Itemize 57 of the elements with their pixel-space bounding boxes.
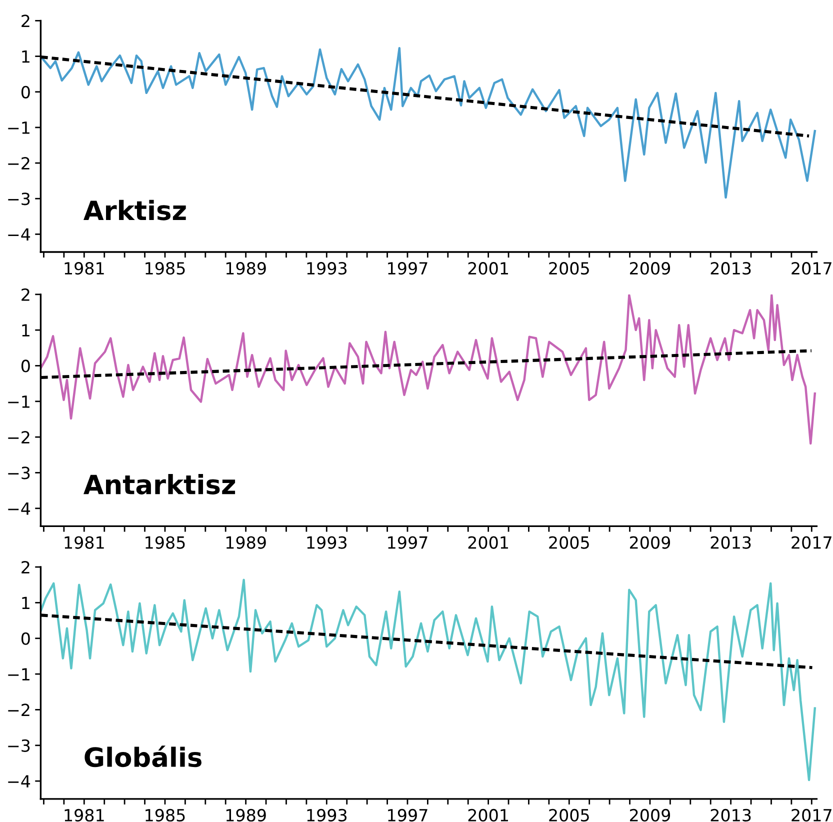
y-tick-label: −1 bbox=[8, 668, 30, 680]
y-tick-label: 1 bbox=[22, 596, 30, 610]
x-tick-label: 2001 bbox=[468, 536, 508, 549]
x-tick-label: 1981 bbox=[64, 808, 104, 822]
x-tick-label: 2005 bbox=[549, 808, 589, 822]
y-tick-label: −4 bbox=[8, 775, 30, 788]
x-tick-label: 1985 bbox=[146, 808, 185, 822]
x-tick-label: 2009 bbox=[630, 536, 670, 549]
y-tick-label: −2 bbox=[8, 157, 30, 170]
x-tick-label: 1981 bbox=[64, 262, 104, 275]
x-tick-label: 2009 bbox=[630, 262, 670, 275]
y-tick-label: −2 bbox=[8, 431, 30, 444]
y-tick-label: −2 bbox=[8, 704, 30, 716]
x-tick-label: 1985 bbox=[146, 536, 185, 549]
y-tick-label: −3 bbox=[8, 739, 30, 752]
x-tick-label: 1989 bbox=[226, 536, 266, 549]
y-tick-label: −4 bbox=[8, 228, 30, 241]
x-tick-label: 2001 bbox=[468, 262, 508, 275]
y-tick-label: 1 bbox=[22, 50, 30, 63]
x-tick-label: 1993 bbox=[307, 262, 347, 275]
x-tick-label: 2009 bbox=[630, 808, 670, 822]
line-series bbox=[40, 578, 816, 782]
y-tick-label: 2 bbox=[22, 560, 30, 574]
y-tick-label: 2 bbox=[22, 288, 30, 301]
x-tick-label: 2013 bbox=[710, 536, 751, 549]
y-tick-label: 2 bbox=[22, 14, 30, 28]
x-tick-label: 1989 bbox=[226, 262, 266, 275]
line-series bbox=[40, 294, 816, 445]
x-tick-label: 1985 bbox=[146, 262, 185, 275]
x-tick-label: 1997 bbox=[388, 536, 428, 549]
x-tick-label: 1997 bbox=[388, 262, 428, 275]
y-tick-label: −3 bbox=[8, 192, 30, 206]
y-tick-label: 0 bbox=[21, 360, 30, 372]
x-tick-label: 1981 bbox=[64, 536, 104, 549]
annotation: Arktisz bbox=[84, 200, 186, 220]
annotation: Antarktisz bbox=[84, 474, 236, 494]
annotation: Globális bbox=[84, 746, 202, 768]
y-tick-label: 1 bbox=[22, 324, 30, 336]
x-tick-label: 2013 bbox=[710, 808, 751, 822]
x-tick-label: 2013 bbox=[710, 262, 751, 275]
x-tick-label: 2005 bbox=[549, 536, 589, 549]
y-tick-label: 0 bbox=[21, 86, 30, 98]
x-tick-label: 1993 bbox=[307, 536, 347, 549]
x-tick-label: 1997 bbox=[388, 808, 428, 822]
x-tick-label: 2017 bbox=[792, 536, 832, 549]
x-tick-label: 1993 bbox=[307, 808, 347, 822]
y-tick-label: −1 bbox=[8, 122, 30, 134]
x-tick-label: 1989 bbox=[226, 808, 266, 822]
y-tick-label: −3 bbox=[8, 466, 30, 480]
x-tick-label: 2001 bbox=[468, 808, 508, 822]
x-tick-label: 2017 bbox=[792, 262, 832, 275]
y-tick-label: −4 bbox=[8, 502, 30, 515]
line-series bbox=[40, 46, 816, 199]
y-tick-label: 0 bbox=[21, 632, 30, 645]
x-tick-label: 2017 bbox=[792, 808, 832, 822]
x-tick-label: 2005 bbox=[549, 262, 589, 275]
y-tick-label: −1 bbox=[8, 396, 30, 408]
